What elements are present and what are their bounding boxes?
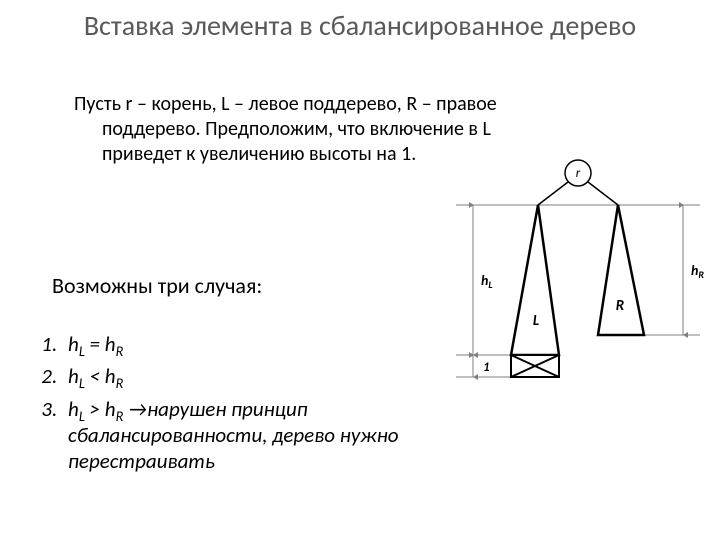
hl-label: hL xyxy=(481,272,493,291)
case-2-sub2: R xyxy=(116,374,124,392)
edge-root-l xyxy=(538,182,568,205)
case-2-mid: < h xyxy=(85,363,116,389)
cases-list: hL = hR hL < hR hL > hR →нарушен принцип… xyxy=(22,331,462,480)
case-2: hL < hR xyxy=(62,363,462,389)
tree-diagram: r L R hL hR 1 xyxy=(443,145,713,405)
r-subtree xyxy=(598,205,644,335)
r-label: R xyxy=(616,297,624,315)
l-label: L xyxy=(533,312,539,330)
case-3-mid: > h xyxy=(85,396,116,422)
cases-intro: Возможны три случая: xyxy=(52,272,262,299)
case-1-h1: h xyxy=(68,331,79,357)
case-1-mid: = h xyxy=(85,331,116,357)
case-2-h1: h xyxy=(68,363,79,389)
edge-root-r xyxy=(588,182,618,205)
hr-label: hR xyxy=(691,262,704,281)
l-subtree xyxy=(511,205,559,355)
case-3-h1: h xyxy=(68,396,79,422)
case-1: hL = hR xyxy=(62,331,462,357)
one-label: 1 xyxy=(483,360,490,375)
case-3: hL > hR →нарушен принцип сбалансированно… xyxy=(62,396,462,475)
root-label: r xyxy=(576,166,581,181)
case-1-sub2: R xyxy=(116,342,124,360)
slide-title: Вставка элемента в сбалансированное дере… xyxy=(0,10,720,42)
